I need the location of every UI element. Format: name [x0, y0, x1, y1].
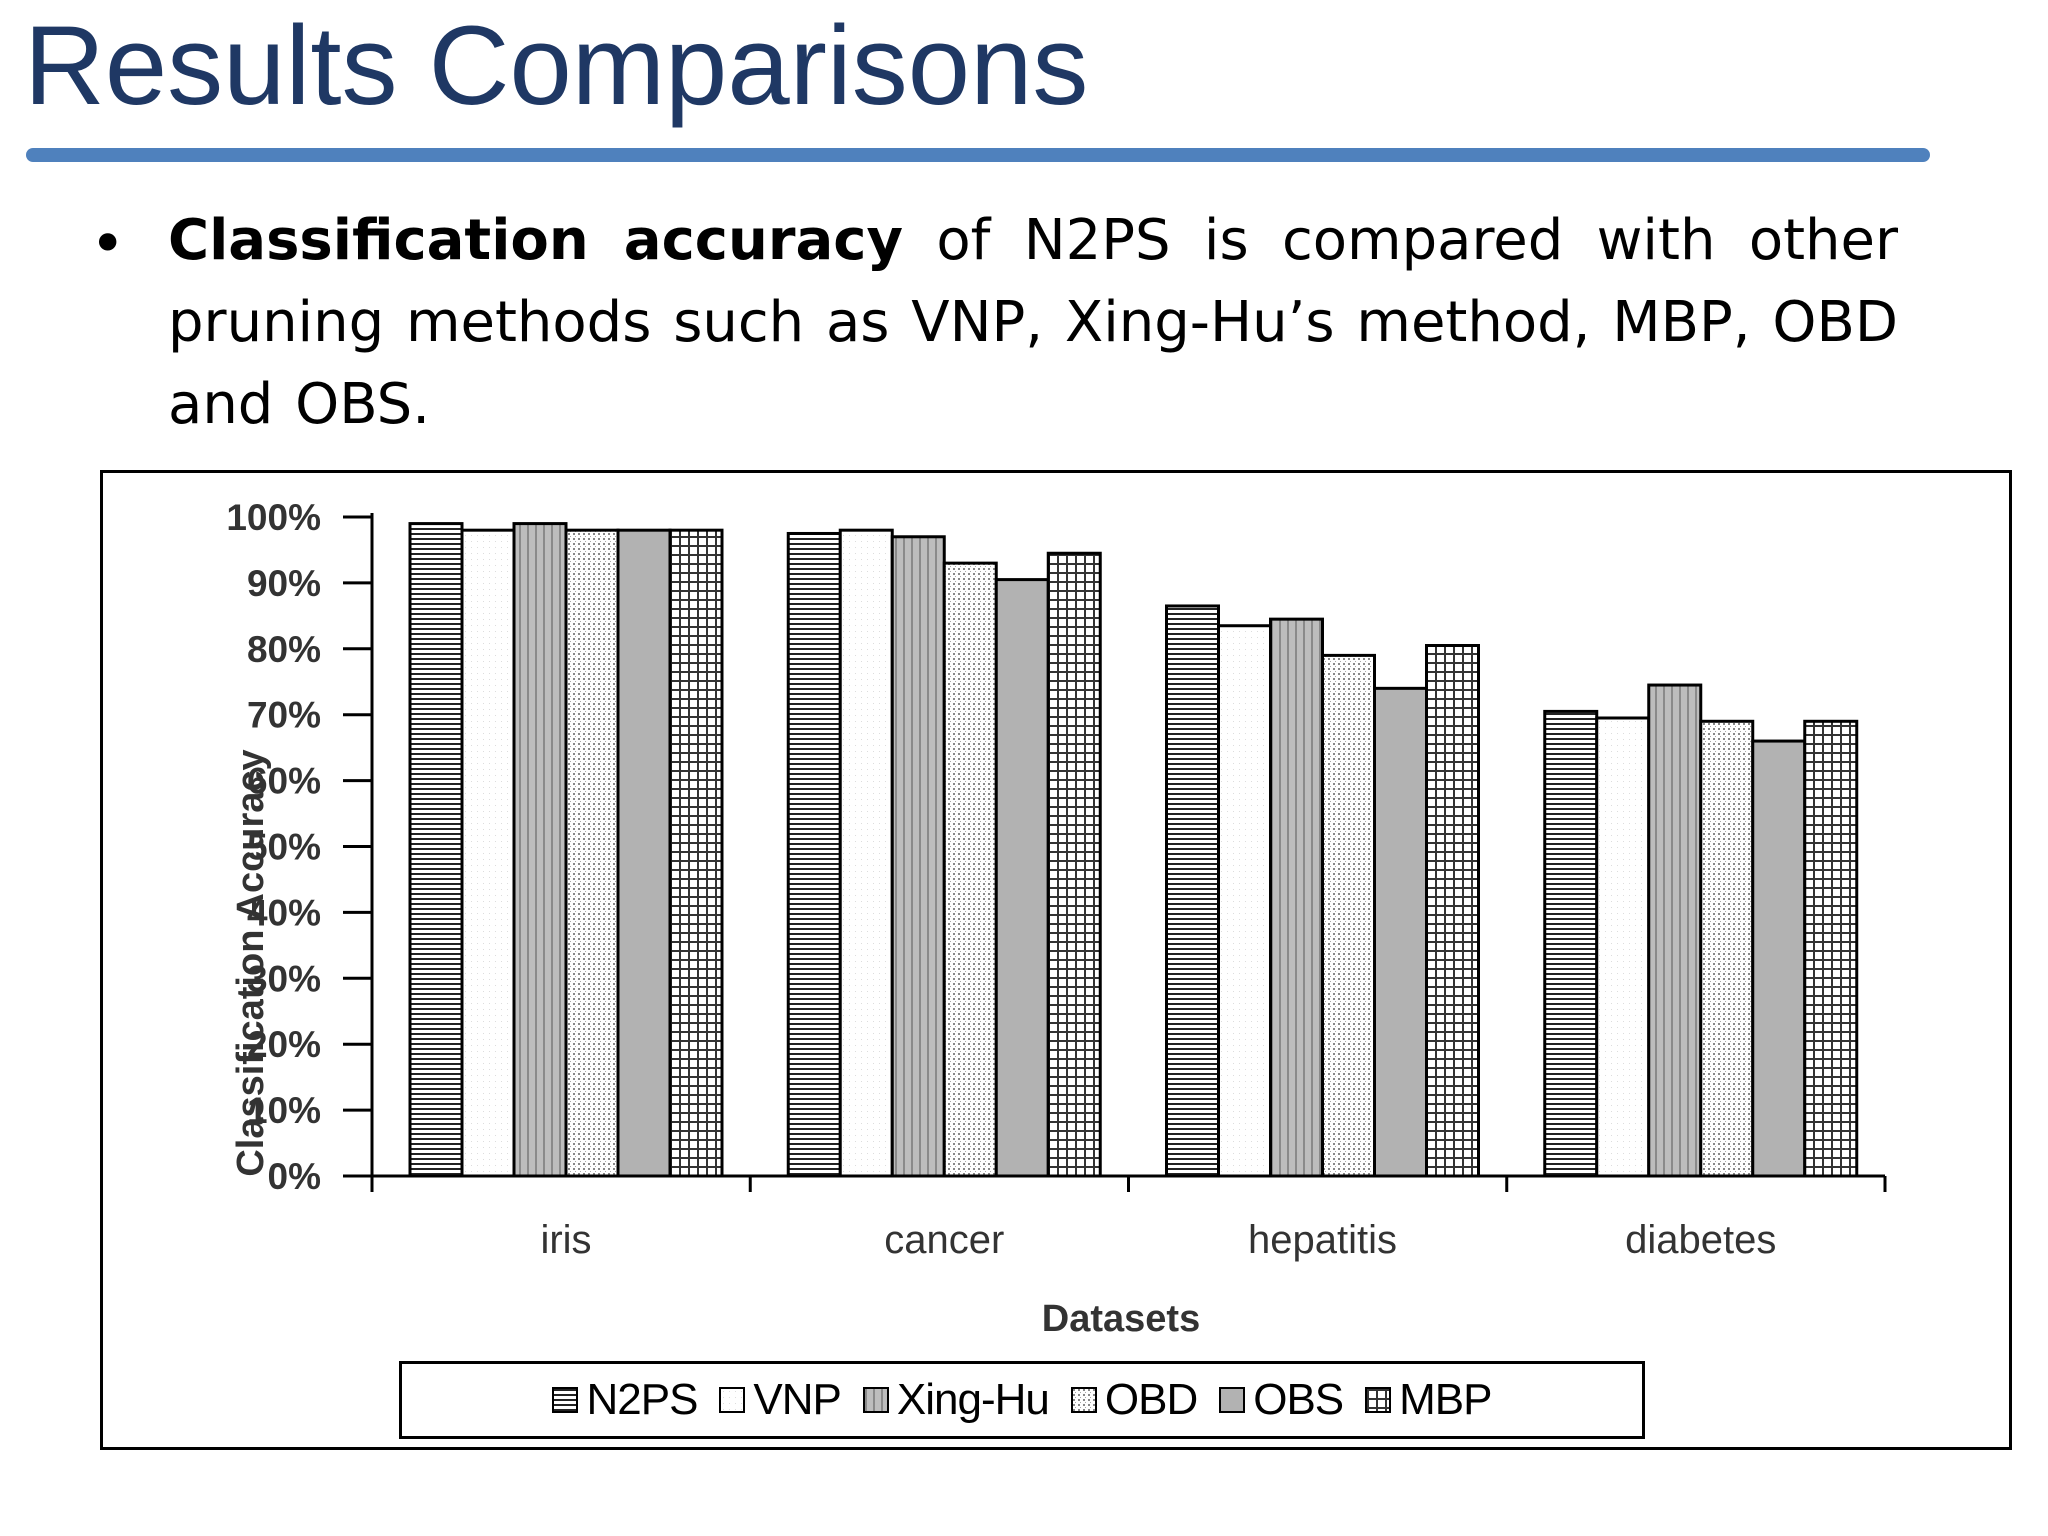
- legend-item-n2ps: N2PS: [552, 1375, 698, 1425]
- bullet-text: Classification accuracy of N2PS is compa…: [168, 200, 1898, 446]
- y-tick-label: 50%: [247, 827, 321, 868]
- bar-obs-cancer: [994, 578, 1050, 1178]
- bar-chart: 0% 10% 20% 30% 40% 50% 60% 70% 80% 90% 100% iris can…: [226, 497, 1887, 1340]
- bar-xing-hu-hepatitis: [1269, 617, 1324, 1178]
- bar-obs-hepatitis: [1373, 686, 1428, 1178]
- bar-vnp-diabetes: [1595, 716, 1651, 1178]
- y-tick-label: 10%: [247, 1090, 321, 1131]
- bullet-body-text: of N2PS is compared with other pruning m…: [168, 208, 1899, 437]
- bar-xing-hu-diabetes: [1647, 683, 1703, 1178]
- legend-label: N2PS: [586, 1375, 698, 1424]
- bar-mbp-diabetes: [1803, 719, 1859, 1178]
- legend-item-obd: OBD: [1070, 1375, 1198, 1425]
- slide-title: Results Comparisons: [24, 3, 1089, 128]
- legend-label: VNP: [753, 1375, 841, 1424]
- bar-obs-diabetes: [1751, 739, 1807, 1178]
- y-tick-label: 90%: [247, 563, 321, 604]
- y-tick-label: 70%: [247, 695, 321, 736]
- bar-n2ps-hepatitis: [1165, 604, 1220, 1178]
- bar-mbp-iris: [668, 528, 724, 1178]
- legend-swatch: [862, 1387, 889, 1413]
- chart-legend: N2PS VNP Xing-Hu OBD OBS MBP: [399, 1361, 1645, 1439]
- bar-obs-iris: [616, 528, 672, 1178]
- legend-swatch: [552, 1387, 579, 1413]
- bar-obd-iris: [564, 528, 620, 1178]
- bar-obd-cancer: [942, 561, 998, 1178]
- legend-swatch: [719, 1387, 746, 1413]
- bullet-dot-icon: •: [90, 209, 126, 279]
- legend-label: OBS: [1253, 1375, 1344, 1424]
- bar-mbp-cancer: [1046, 551, 1102, 1178]
- legend-label: Xing-Hu: [896, 1375, 1050, 1424]
- bar-n2ps-diabetes: [1543, 709, 1599, 1178]
- legend-swatch: [1365, 1387, 1392, 1413]
- chart-frame: 0% 10% 20% 30% 40% 50% 60% 70% 80% 90% 100% iris can…: [100, 470, 2012, 1450]
- bar-vnp-iris: [460, 528, 516, 1178]
- y-tick-label: 100%: [226, 497, 321, 538]
- x-tick-label: iris: [540, 1218, 591, 1262]
- bar-n2ps-cancer: [786, 531, 842, 1178]
- legend-item-vnp: VNP: [719, 1375, 842, 1425]
- bar-vnp-hepatitis: [1217, 624, 1272, 1178]
- y-tick-label: 30%: [247, 958, 321, 999]
- y-axis-title: Classification Accuracy: [230, 749, 272, 1176]
- bar-xing-hu-cancer: [890, 535, 946, 1178]
- legend-label: OBD: [1104, 1375, 1198, 1424]
- y-tick-label: 80%: [247, 629, 321, 670]
- bar-obd-hepatitis: [1321, 653, 1376, 1178]
- legend-swatch: [1219, 1387, 1246, 1413]
- y-tick-label: 60%: [247, 761, 321, 802]
- x-tick-label: hepatitis: [1248, 1218, 1397, 1262]
- x-tick-label: diabetes: [1625, 1218, 1776, 1262]
- legend-item-xing-hu: Xing-Hu: [862, 1375, 1050, 1425]
- x-axis-title: Datasets: [1042, 1298, 1200, 1340]
- y-tick-label: 20%: [247, 1024, 321, 1065]
- bar-vnp-cancer: [838, 528, 894, 1178]
- legend-item-obs: OBS: [1219, 1375, 1344, 1425]
- bar-n2ps-iris: [408, 522, 464, 1178]
- legend-item-mbp: MBP: [1365, 1375, 1493, 1425]
- bar-mbp-hepatitis: [1425, 644, 1480, 1178]
- bar-xing-hu-iris: [512, 522, 568, 1178]
- bullet-bold-text: Classification accuracy: [168, 208, 903, 273]
- legend-label: MBP: [1399, 1375, 1492, 1424]
- bar-obd-diabetes: [1699, 719, 1755, 1178]
- title-underline: [26, 148, 1930, 162]
- x-tick-label: cancer: [884, 1218, 1004, 1262]
- legend-swatch: [1070, 1387, 1097, 1413]
- y-tick-label: 0%: [268, 1156, 321, 1197]
- y-tick-label: 40%: [247, 892, 321, 933]
